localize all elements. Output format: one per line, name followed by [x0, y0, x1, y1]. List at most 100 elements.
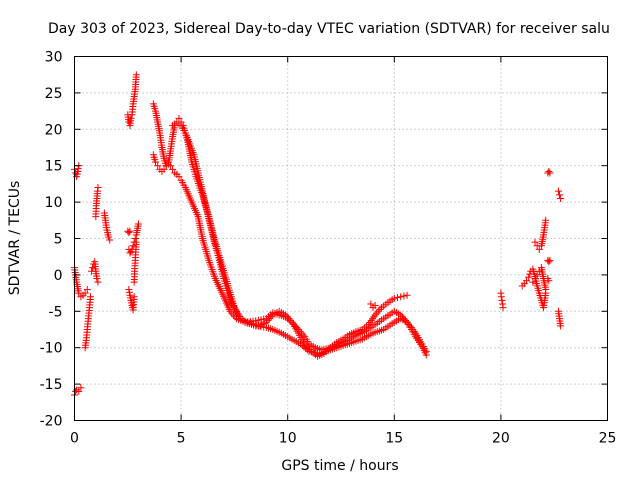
data-point — [531, 275, 539, 283]
data-point — [522, 277, 530, 285]
data-point — [226, 307, 234, 315]
series-seg-10 — [125, 285, 138, 314]
series-seg-24 — [544, 275, 553, 285]
data-point — [393, 293, 401, 301]
data-point — [400, 292, 408, 300]
data-point — [125, 118, 133, 126]
y-axis-label: SDTVAR / TECUs — [7, 181, 23, 296]
y-tick-label: 10 — [45, 195, 63, 211]
data-point — [302, 342, 310, 350]
data-point — [545, 168, 553, 176]
data-point — [546, 169, 554, 177]
data-point — [266, 315, 274, 323]
series-seg-06 — [100, 209, 114, 244]
data-point — [533, 271, 541, 279]
x-tick-label: 20 — [492, 431, 510, 447]
data-point — [531, 238, 539, 246]
data-point — [106, 236, 114, 244]
data-point — [75, 387, 83, 395]
series-seg-26 — [554, 307, 565, 330]
data-point — [535, 245, 543, 253]
data-point — [397, 311, 405, 319]
data-point — [554, 187, 562, 195]
series-seg-02 — [71, 264, 91, 301]
y-tick-label: 0 — [54, 268, 63, 284]
data-point — [525, 273, 533, 281]
series-seg-17 — [367, 300, 379, 312]
data-point — [556, 191, 564, 199]
series-seg-16 — [175, 114, 411, 360]
data-point — [497, 293, 505, 301]
data-point — [545, 277, 553, 285]
series-seg-05 — [92, 184, 102, 221]
data-point — [86, 293, 94, 301]
data-point — [250, 320, 258, 328]
data-point — [229, 311, 237, 319]
data-point — [542, 216, 550, 224]
data-point — [83, 285, 91, 293]
series-seg-13 — [149, 151, 170, 176]
data-point — [545, 258, 553, 266]
data-point — [306, 346, 314, 354]
data-point — [75, 289, 83, 297]
data-point — [557, 322, 565, 330]
data-point — [152, 158, 160, 166]
data-point — [175, 173, 183, 181]
series-seg-22 — [544, 168, 554, 177]
y-tick-labels: -20 -15 -10 -5 0 5 10 15 20 25 30 — [40, 50, 63, 430]
series-seg-20 — [529, 264, 550, 293]
data-point — [376, 305, 384, 313]
x-tick-label: 0 — [70, 431, 79, 447]
series-seg-04 — [88, 258, 102, 286]
data-point — [401, 316, 409, 324]
data-point — [398, 313, 406, 321]
data-points — [71, 71, 565, 399]
y-tick-label: -10 — [40, 341, 63, 357]
data-point — [131, 235, 139, 242]
data-point — [94, 184, 102, 192]
x-tick-label: 25 — [599, 431, 617, 447]
data-point — [130, 293, 138, 301]
y-tick-label: 15 — [45, 159, 63, 175]
data-point — [164, 158, 172, 166]
series-seg-01 — [71, 384, 85, 399]
data-point — [77, 384, 85, 392]
data-point — [529, 278, 537, 286]
chart-title: Day 303 of 2023, Sidereal Day-to-day VTE… — [48, 21, 610, 37]
y-tick-label: 25 — [45, 86, 63, 102]
data-point — [134, 220, 142, 228]
axis-ticks — [74, 56, 608, 421]
data-point — [177, 118, 185, 126]
data-point — [74, 168, 82, 176]
data-point — [228, 309, 236, 317]
series-seg-07 — [124, 71, 140, 130]
x-tick-labels: 0 5 10 15 20 25 — [70, 431, 616, 447]
data-point — [498, 296, 506, 304]
data-point — [160, 165, 168, 173]
data-point — [374, 307, 382, 315]
data-point — [397, 293, 405, 301]
data-point — [267, 313, 275, 321]
y-tick-label: -5 — [49, 304, 63, 320]
data-point — [105, 233, 113, 241]
data-point — [371, 311, 379, 319]
x-tick-label: 15 — [385, 431, 403, 447]
data-point — [127, 114, 135, 122]
y-tick-label: -15 — [40, 377, 63, 393]
data-point — [93, 275, 101, 283]
data-point — [546, 256, 554, 264]
data-point — [499, 304, 507, 312]
data-point — [94, 278, 102, 286]
data-point — [264, 316, 272, 324]
data-point — [125, 285, 133, 293]
data-point — [283, 313, 291, 321]
data-point — [367, 300, 375, 308]
series-seg-11 — [130, 238, 140, 286]
data-point — [154, 162, 162, 170]
data-point — [125, 229, 133, 237]
data-point — [285, 315, 293, 323]
series-seg-00 — [71, 162, 83, 181]
data-point — [390, 294, 398, 302]
data-point — [301, 340, 309, 348]
data-point — [132, 238, 140, 246]
